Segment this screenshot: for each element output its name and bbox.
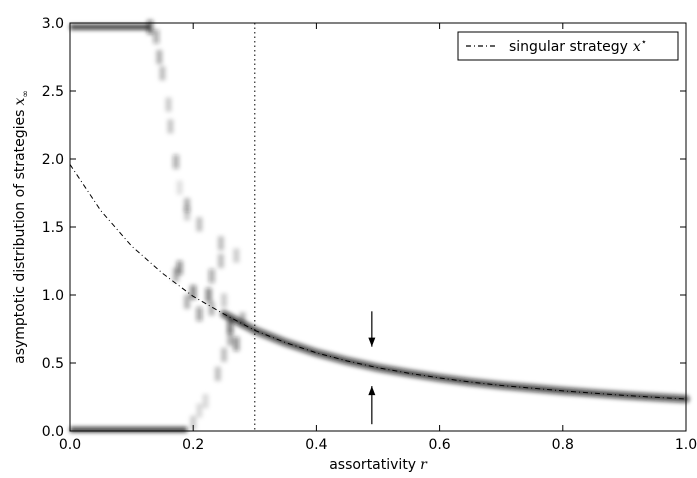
legend-entry-singular-strategy: singular strategy x⋆ (509, 37, 647, 55)
density-cluster (217, 236, 224, 251)
x-tick-label: 0.2 (182, 437, 204, 453)
density-layer (70, 20, 690, 433)
density-converged-band (220, 310, 690, 403)
x-axis-label: assortativity (329, 457, 416, 473)
density-cluster (205, 288, 212, 302)
density-bottom-band (70, 427, 188, 433)
density-cluster (214, 366, 221, 381)
y-tick-label: 1.0 (42, 288, 64, 304)
density-cluster (156, 50, 163, 64)
x-axis-title: assortativity r (329, 457, 428, 473)
x-axis-symbol: r (420, 457, 428, 473)
density-cluster (147, 20, 154, 35)
legend-superscript: ⋆ (641, 37, 647, 48)
density-cluster (167, 119, 174, 134)
x-tick-label: 0.0 (59, 437, 81, 453)
density-cluster (190, 415, 197, 430)
y-tick-label: 3.0 (42, 16, 64, 32)
density-cluster (176, 260, 183, 275)
y-tick-label: 2.5 (42, 84, 64, 100)
y-axis-subscript: ∞ (21, 90, 31, 98)
arrow-head (368, 337, 376, 347)
density-cluster (208, 268, 215, 283)
density-cluster (184, 198, 191, 213)
x-tick-label: 1.0 (675, 437, 697, 453)
density-cluster (184, 294, 191, 309)
density-cluster (196, 217, 203, 232)
density-cluster (172, 267, 179, 282)
legend: singular strategy x⋆ (457, 31, 679, 61)
arrow-up (368, 386, 376, 425)
density-cluster (190, 285, 197, 300)
y-axis-symbol: x (12, 98, 28, 106)
density-cluster (165, 97, 172, 112)
y-tick-label: 0.5 (42, 356, 64, 372)
arrow-head (368, 386, 376, 396)
density-cluster (227, 319, 234, 334)
lines-layer (69, 23, 687, 431)
y-tick-label: 2.0 (42, 152, 64, 168)
density-cluster (159, 66, 166, 81)
y-tick-label: 0.0 (42, 424, 64, 440)
y-axis-title: asymptotic distribution of strategies x∞ (12, 90, 31, 364)
density-cluster (227, 331, 234, 346)
density-cluster (221, 347, 227, 362)
density-cluster (233, 248, 240, 263)
density-cluster (184, 206, 191, 221)
density-cluster (217, 254, 224, 268)
arrow-down (368, 311, 376, 347)
density-cluster (221, 293, 227, 308)
density-cluster (172, 154, 179, 169)
density-cluster (239, 312, 246, 327)
x-tick-label: 0.4 (305, 437, 327, 453)
density-cluster (196, 403, 203, 418)
y-axis-label: asymptotic distribution of strategies (12, 110, 28, 364)
x-tick-label: 0.8 (552, 437, 574, 453)
density-cluster (196, 307, 203, 322)
density-cluster (233, 336, 240, 351)
y-tick-label: 1.5 (42, 220, 64, 236)
density-top-band (70, 24, 151, 30)
density-cluster (208, 301, 215, 316)
legend-symbol: x (633, 39, 641, 55)
x-tick-label: 0.6 (428, 437, 450, 453)
ticks-layer: 0.0 0.2 0.4 0.6 0.8 1.0 0.0 0.5 1.0 1.5 2.0 2.5 3.0 (42, 16, 697, 453)
density-cluster (153, 29, 160, 44)
density-cluster (202, 394, 209, 409)
density-cluster (176, 180, 183, 195)
series-singular-strategy (69, 164, 687, 400)
legend-label: singular strategy (509, 39, 628, 55)
